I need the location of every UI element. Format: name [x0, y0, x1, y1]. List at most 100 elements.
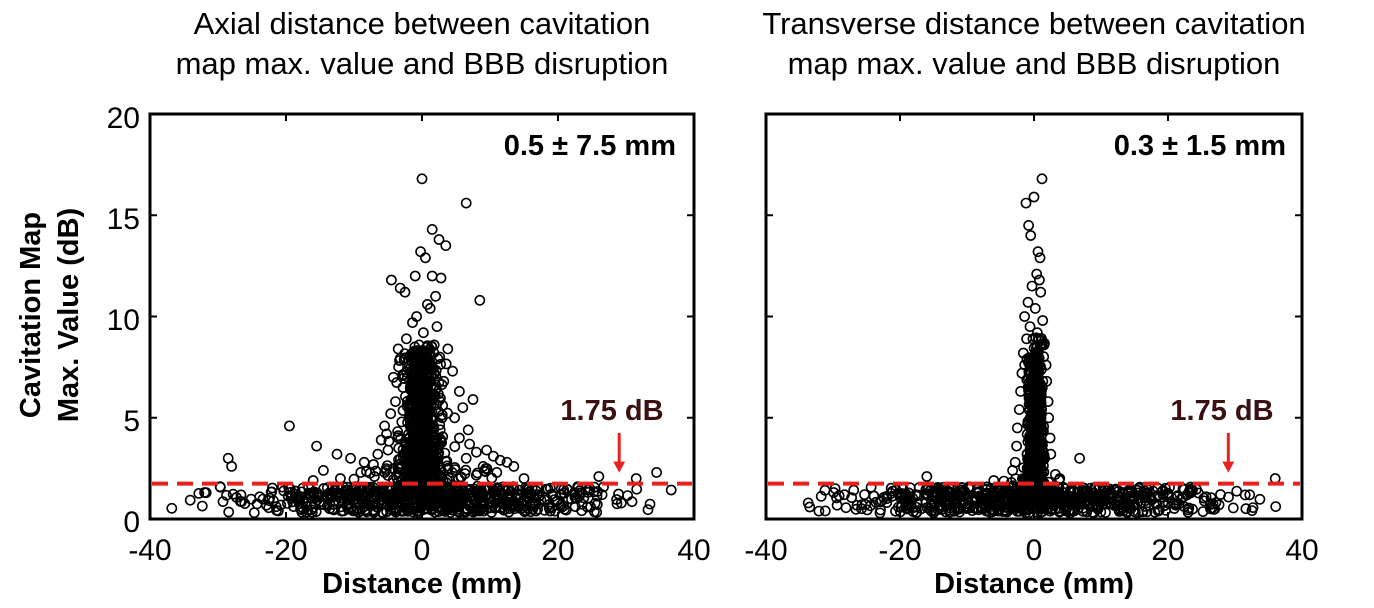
data-point [839, 489, 850, 501]
data-point [1140, 500, 1151, 512]
data-point [415, 246, 426, 258]
data-point [498, 494, 510, 506]
x-tick-label: 40 [1285, 534, 1318, 567]
data-point [1092, 493, 1104, 505]
data-point [494, 454, 506, 466]
data-point [1077, 502, 1089, 514]
data-point [496, 496, 508, 508]
data-point [200, 487, 212, 499]
data-point [364, 467, 376, 479]
data-point [520, 505, 532, 517]
data-point [399, 390, 411, 402]
data-point [408, 376, 420, 388]
data-point [846, 492, 857, 503]
data-point [1137, 506, 1148, 518]
data-point [1072, 492, 1084, 504]
x-tick-label: -20 [878, 534, 921, 567]
data-point [1244, 489, 1256, 501]
data-point [460, 452, 472, 464]
data-point [434, 485, 445, 497]
y-axis-label-line2: Max. Value (dB) [53, 208, 85, 422]
data-point [362, 484, 374, 496]
data-point [345, 452, 356, 464]
data-point [473, 489, 485, 501]
data-point [508, 460, 520, 472]
data-point [1215, 489, 1226, 500]
data-point [1185, 481, 1196, 493]
data-point [1020, 197, 1032, 209]
data-point [425, 389, 437, 401]
data-point [1032, 506, 1043, 518]
data-point [314, 499, 326, 511]
data-point [491, 466, 503, 478]
data-point [885, 482, 897, 494]
data-point [1011, 422, 1023, 434]
data-point [1023, 219, 1034, 231]
data-point [1142, 487, 1153, 499]
data-point [1077, 490, 1089, 502]
panel-title-line1: Transverse distance between cavitation [762, 6, 1305, 41]
y-tick-labels: 0 5 10 15 20 [107, 102, 140, 539]
data-point [417, 327, 429, 339]
data-point [478, 505, 489, 517]
data-point [1038, 450, 1050, 461]
axial-distance-panel: Axial distance between cavitation map ma… [107, 6, 711, 600]
data-point [1035, 420, 1047, 432]
data-point [921, 471, 933, 482]
data-point [970, 491, 981, 503]
data-point [399, 436, 411, 448]
data-point [874, 496, 886, 508]
data-point [895, 506, 906, 518]
data-point [453, 385, 465, 397]
data-point [851, 499, 863, 511]
data-point [481, 444, 492, 456]
x-tick-label: 0 [1026, 534, 1043, 567]
data-point [1178, 484, 1190, 495]
data-point [382, 444, 394, 456]
data-point [1027, 446, 1039, 458]
threshold-label: 1.75 dB [560, 395, 663, 427]
data-point [931, 487, 943, 499]
panel-title-line1: Axial distance between cavitation [194, 6, 651, 41]
data-point [406, 486, 418, 498]
data-point [358, 456, 370, 468]
data-point [380, 464, 392, 476]
data-point [359, 505, 371, 516]
data-point [1070, 497, 1082, 509]
data-point [480, 463, 492, 474]
stats-annotation: 0.5 ± 7.5 mm [504, 130, 676, 162]
data-point [1053, 486, 1064, 498]
data-point [859, 489, 870, 500]
data-point [491, 482, 503, 494]
data-point [503, 506, 515, 518]
x-axis-label: Distance (mm) [934, 568, 1134, 600]
data-point [868, 490, 880, 502]
data-point [1029, 302, 1041, 314]
data-point [1037, 315, 1049, 326]
data-point [487, 450, 499, 462]
data-point [1007, 499, 1018, 511]
data-point [631, 483, 643, 495]
data-point [407, 317, 418, 328]
data-point [1030, 404, 1042, 416]
data-point [802, 497, 814, 509]
data-point [665, 484, 677, 496]
transverse-distance-panel: Transverse distance between cavitation m… [744, 6, 1318, 600]
data-point [184, 494, 196, 506]
data-point [400, 333, 412, 345]
data-point [486, 497, 498, 509]
data-point [523, 493, 535, 505]
data-point [413, 385, 425, 397]
stats-annotation: 0.3 ± 1.5 mm [1114, 130, 1286, 162]
data-point [453, 432, 465, 444]
threshold-arrow-head [1222, 461, 1235, 473]
data-point [461, 503, 473, 515]
data-point [424, 302, 436, 314]
data-point [435, 464, 447, 476]
data-point [1033, 358, 1045, 370]
data-point [870, 496, 882, 508]
data-point [1034, 252, 1046, 264]
data-point [283, 420, 295, 432]
data-point [622, 490, 633, 501]
data-point [890, 505, 901, 517]
